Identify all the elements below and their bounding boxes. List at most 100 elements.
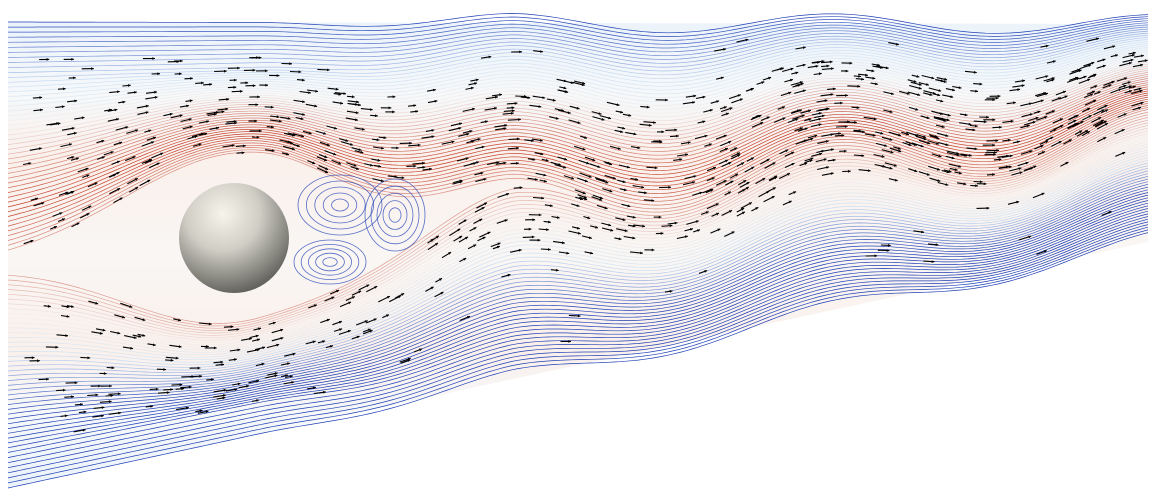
velocity-arrow (684, 228, 694, 232)
velocity-arrow (1046, 60, 1056, 64)
velocity-arrow (1069, 69, 1082, 75)
velocity-arrow (145, 405, 154, 408)
velocity-arrow (88, 300, 99, 305)
velocity-arrow (830, 132, 841, 135)
streamline (7, 74, 1149, 165)
velocity-arrow (93, 406, 105, 409)
velocity-arrow (151, 72, 161, 76)
velocity-arrow (207, 113, 217, 116)
velocity-arrow (571, 203, 580, 207)
velocity-arrow (470, 161, 480, 165)
velocity-arrow (1096, 122, 1109, 130)
velocity-arrow (759, 158, 770, 165)
velocity-arrow (268, 321, 276, 325)
velocity-arrow (265, 149, 275, 152)
velocity-arrow (809, 117, 822, 122)
velocity-arrow (973, 120, 987, 124)
velocity-arrow (907, 91, 921, 96)
velocity-arrow (332, 320, 343, 326)
velocity-arrow (982, 143, 996, 147)
velocity-arrow (880, 243, 891, 247)
velocity-arrow (179, 104, 189, 108)
velocity-arrow (285, 375, 293, 379)
velocity-arrow (480, 120, 488, 124)
velocity-arrow (937, 181, 949, 186)
velocity-arrow (318, 164, 329, 171)
velocity-arrow (394, 292, 405, 299)
velocity-arrow (490, 242, 501, 248)
velocity-arrow (682, 101, 696, 105)
velocity-arrow (1032, 192, 1045, 199)
recirculation-loop (382, 200, 408, 230)
velocity-arrow (720, 107, 733, 113)
velocity-arrow (529, 104, 542, 108)
velocity-arrow (136, 104, 149, 109)
velocity-arrow (790, 81, 803, 86)
velocity-arrow (933, 117, 947, 122)
velocity-arrow (427, 238, 434, 244)
velocity-arrow (295, 116, 304, 121)
velocity-arrow (984, 153, 996, 156)
streamline (7, 178, 1149, 391)
velocity-arrow (563, 175, 575, 180)
streamline (7, 98, 1149, 222)
velocity-arrow (252, 135, 260, 139)
velocity-arrow (492, 93, 503, 97)
velocity-arrow (494, 124, 508, 128)
velocity-arrow (1103, 45, 1116, 50)
velocity-arrow (400, 359, 411, 364)
velocity-arrow (711, 212, 720, 217)
velocity-arrow (557, 156, 568, 161)
velocity-arrow (787, 118, 799, 124)
velocity-arrow (1095, 120, 1107, 128)
velocity-arrow (945, 88, 956, 92)
velocity-arrow (970, 89, 979, 93)
velocity-arrow (1103, 80, 1115, 86)
velocity-arrow (127, 91, 137, 94)
velocity-arrow (306, 89, 319, 93)
velocity-arrow (838, 120, 850, 124)
velocity-arrow (319, 141, 330, 147)
velocity-arrow (976, 182, 987, 186)
velocity-arrow (906, 131, 919, 137)
velocity-arrow (1021, 113, 1033, 118)
velocity-arrow (827, 87, 836, 91)
velocity-arrow (109, 330, 121, 335)
velocity-arrow (396, 176, 405, 180)
velocity-arrow (106, 366, 115, 370)
velocity-arrow (302, 130, 312, 135)
velocity-arrow (834, 134, 845, 137)
velocity-arrow (960, 153, 972, 157)
recirculation-loop (297, 174, 383, 236)
velocity-arrow (569, 105, 580, 110)
velocity-arrow (73, 428, 86, 433)
velocity-arrow (346, 110, 359, 115)
velocity-arrow (724, 231, 735, 237)
velocity-arrow (1020, 124, 1030, 129)
velocity-arrow (1045, 136, 1054, 141)
velocity-arrow (591, 111, 602, 115)
streamline (8, 18, 1149, 41)
velocity-arrow (61, 305, 70, 309)
streamline (7, 90, 1149, 203)
velocity-arrow (617, 179, 626, 184)
velocity-arrow (876, 65, 889, 70)
velocity-arrow (145, 96, 158, 100)
velocity-arrow (255, 69, 268, 73)
velocity-arrow (946, 150, 960, 155)
velocity-arrow (470, 78, 479, 82)
velocity-arrow (305, 103, 318, 108)
velocity-arrow (695, 95, 706, 100)
velocity-arrow (484, 106, 497, 111)
velocity-arrow (453, 179, 463, 184)
velocity-arrow (1122, 54, 1135, 59)
velocity-arrow (777, 106, 786, 110)
velocity-arrow (768, 175, 778, 181)
velocity-arrow (495, 161, 507, 165)
velocity-arrow (1009, 167, 1022, 172)
velocity-arrow (184, 77, 193, 80)
velocity-arrow (474, 171, 484, 176)
streamline (7, 80, 1149, 179)
velocity-arrow (264, 374, 278, 379)
velocity-arrow (1031, 99, 1044, 105)
